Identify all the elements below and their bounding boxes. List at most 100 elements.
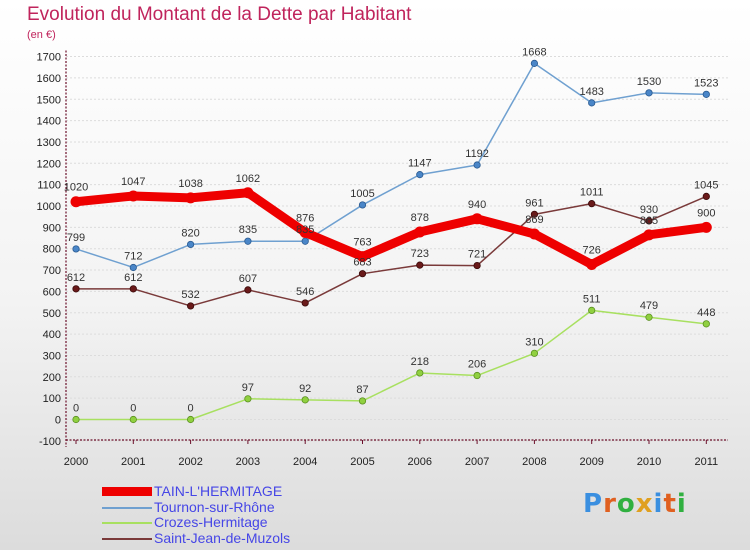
data-label: 0 — [130, 403, 136, 415]
x-tick-label: 2007 — [465, 456, 489, 468]
x-tick-label: 2005 — [350, 456, 374, 468]
data-label: 878 — [411, 212, 429, 224]
x-tick-label: 2002 — [178, 456, 202, 468]
data-label: 683 — [353, 257, 371, 269]
data-label: 612 — [67, 272, 85, 284]
data-label: 835 — [239, 224, 257, 236]
data-point — [242, 187, 254, 199]
y-tick-label: 600 — [43, 286, 61, 298]
data-label: 930 — [640, 204, 658, 216]
data-point — [530, 59, 539, 67]
data-point — [129, 415, 137, 424]
data-label: 92 — [299, 383, 311, 395]
data-point — [586, 258, 598, 270]
data-point — [129, 263, 137, 272]
data-label: 546 — [296, 286, 314, 298]
data-point — [588, 99, 596, 107]
data-label: 835 — [296, 224, 314, 236]
legend-swatch — [102, 522, 152, 524]
data-label: 869 — [525, 214, 543, 226]
series-line-1 — [75, 62, 708, 269]
data-label: 1047 — [121, 176, 145, 188]
x-tick-label: 2003 — [236, 456, 260, 468]
data-label: 607 — [239, 273, 257, 285]
data-point — [645, 217, 653, 225]
data-point — [244, 286, 252, 294]
data-label: 1147 — [408, 158, 432, 170]
data-label: 763 — [353, 237, 371, 249]
data-point — [358, 201, 367, 209]
data-point — [244, 395, 252, 403]
data-label: 612 — [124, 272, 142, 284]
y-tick-label: -100 — [39, 436, 61, 448]
data-point — [471, 213, 483, 225]
data-point — [473, 261, 481, 270]
data-label: 479 — [640, 300, 658, 312]
x-tick-label: 2009 — [579, 456, 603, 468]
data-point — [643, 229, 655, 241]
data-point — [528, 228, 540, 240]
data-point — [72, 285, 80, 293]
data-point — [127, 190, 139, 202]
y-tick-label: 300 — [43, 350, 61, 362]
data-point — [301, 396, 309, 404]
x-tick-label: 2006 — [408, 456, 432, 468]
data-point — [299, 226, 311, 238]
data-label: 511 — [583, 293, 601, 305]
data-point — [185, 192, 197, 204]
data-point — [702, 192, 710, 200]
data-point — [416, 171, 424, 179]
y-tick-label: 400 — [43, 329, 61, 341]
legend-swatch — [102, 506, 152, 509]
data-point — [414, 226, 426, 238]
legend-label: Crozes-Hermitage — [154, 514, 268, 530]
y-tick-label: 1000 — [37, 201, 61, 213]
data-label: 1192 — [465, 148, 489, 160]
x-tick-label: 2008 — [522, 456, 546, 468]
data-label: 900 — [697, 207, 715, 219]
x-tick-label: 2000 — [64, 456, 88, 468]
data-label: 1483 — [579, 86, 603, 98]
proxiti-logo: Proxiti — [583, 489, 687, 519]
legend-label: Saint-Jean-de-Muzols — [154, 529, 291, 546]
data-point — [70, 196, 82, 208]
data-label: 1045 — [694, 179, 718, 191]
data-point — [645, 313, 653, 321]
y-tick-label: 1600 — [37, 73, 61, 85]
data-point — [416, 369, 424, 377]
data-point — [530, 349, 539, 357]
data-point — [187, 302, 195, 310]
data-point — [72, 415, 80, 424]
data-label: 712 — [124, 250, 142, 262]
data-label: 820 — [181, 227, 199, 239]
data-label: 961 — [525, 197, 543, 209]
data-point — [301, 299, 309, 307]
data-label: 1020 — [64, 182, 88, 194]
data-point — [129, 285, 137, 293]
data-label: 448 — [697, 307, 715, 319]
data-point — [702, 90, 710, 98]
x-tick-label: 2004 — [293, 456, 317, 468]
legend-swatch — [102, 537, 152, 540]
data-label: 865 — [640, 215, 658, 227]
data-point — [588, 306, 596, 315]
y-tick-label: 800 — [43, 244, 61, 256]
data-label: 1038 — [178, 178, 202, 190]
x-tick-label: 2010 — [637, 456, 661, 468]
data-point — [588, 200, 596, 208]
y-tick-label: 1700 — [37, 52, 61, 64]
y-tick-label: 1100 — [37, 180, 61, 192]
data-point — [416, 261, 424, 269]
data-point — [473, 161, 481, 169]
data-point — [358, 397, 367, 405]
data-point — [244, 237, 252, 245]
data-label: 206 — [468, 359, 486, 371]
data-label: 1011 — [580, 187, 604, 199]
data-point — [700, 221, 712, 233]
legend-swatch — [102, 487, 152, 496]
data-label: 87 — [356, 384, 368, 396]
legend-label: TAIN-L'HERMITAGE — [154, 483, 283, 499]
series-line-0 — [71, 188, 711, 269]
data-point — [358, 270, 367, 278]
